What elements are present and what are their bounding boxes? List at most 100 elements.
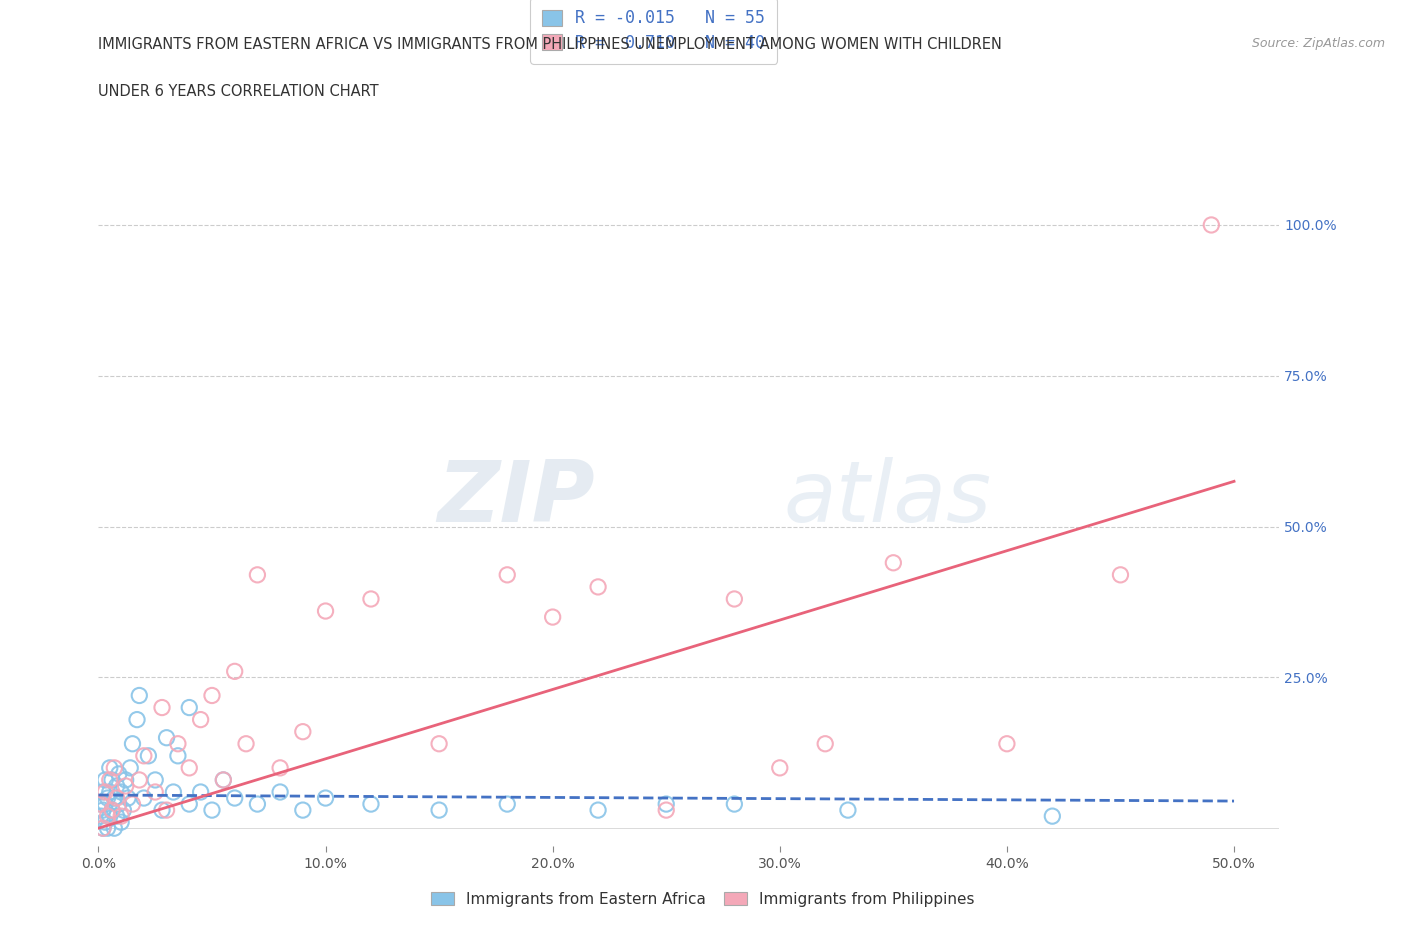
Point — [94, 815, 117, 830]
Point — [360, 591, 382, 606]
Point — [120, 761, 142, 776]
Point — [427, 803, 450, 817]
Point — [1040, 809, 1063, 824]
Point — [586, 803, 609, 817]
Point — [114, 773, 136, 788]
Point — [117, 790, 139, 805]
Point — [94, 773, 117, 788]
Point — [108, 766, 131, 781]
Point — [995, 737, 1018, 751]
Point — [105, 790, 128, 805]
Text: ZIP: ZIP — [437, 457, 595, 539]
Point — [143, 773, 166, 788]
Point — [235, 737, 257, 751]
Point — [90, 797, 112, 812]
Point — [1201, 218, 1223, 232]
Point — [315, 790, 337, 805]
Point — [128, 773, 150, 788]
Point — [110, 809, 132, 824]
Point — [103, 761, 125, 776]
Legend: R = -0.015   N = 55, R =  0.710   N = 40: R = -0.015 N = 55, R = 0.710 N = 40 — [530, 0, 778, 63]
Point — [1109, 567, 1132, 582]
Point — [94, 785, 117, 800]
Text: UNDER 6 YEARS CORRELATION CHART: UNDER 6 YEARS CORRELATION CHART — [98, 84, 380, 99]
Point — [121, 797, 143, 812]
Point — [269, 761, 291, 776]
Point — [201, 803, 224, 817]
Point — [246, 567, 269, 582]
Point — [98, 785, 121, 800]
Point — [201, 688, 224, 703]
Point — [586, 579, 609, 594]
Point — [190, 785, 212, 800]
Point — [128, 688, 150, 703]
Point — [90, 797, 112, 812]
Point — [427, 737, 450, 751]
Point — [132, 790, 155, 805]
Point — [723, 591, 745, 606]
Point — [155, 730, 177, 745]
Point — [315, 604, 337, 618]
Point — [105, 778, 128, 793]
Point — [112, 803, 135, 817]
Point — [167, 749, 190, 764]
Point — [98, 809, 121, 824]
Point — [212, 773, 235, 788]
Point — [769, 761, 792, 776]
Point — [96, 821, 118, 836]
Point — [814, 737, 837, 751]
Point — [655, 797, 678, 812]
Point — [138, 749, 160, 764]
Point — [121, 737, 143, 751]
Point — [655, 803, 678, 817]
Text: Source: ZipAtlas.com: Source: ZipAtlas.com — [1251, 37, 1385, 50]
Point — [105, 809, 128, 824]
Point — [132, 749, 155, 764]
Point — [143, 785, 166, 800]
Point — [101, 773, 124, 788]
Point — [162, 785, 184, 800]
Point — [101, 803, 124, 817]
Point — [882, 555, 904, 570]
Point — [125, 712, 148, 727]
Point — [150, 803, 173, 817]
Point — [496, 567, 519, 582]
Point — [150, 700, 173, 715]
Point — [114, 778, 136, 793]
Point — [291, 724, 314, 739]
Point — [190, 712, 212, 727]
Point — [291, 803, 314, 817]
Point — [496, 797, 519, 812]
Text: atlas: atlas — [783, 457, 991, 539]
Point — [96, 790, 118, 805]
Legend: Immigrants from Eastern Africa, Immigrants from Philippines: Immigrants from Eastern Africa, Immigran… — [425, 886, 981, 913]
Point — [91, 785, 114, 800]
Point — [110, 815, 132, 830]
Point — [110, 785, 132, 800]
Point — [541, 610, 564, 625]
Point — [224, 790, 246, 805]
Point — [723, 797, 745, 812]
Text: IMMIGRANTS FROM EASTERN AFRICA VS IMMIGRANTS FROM PHILIPPINES UNEMPLOYMENT AMONG: IMMIGRANTS FROM EASTERN AFRICA VS IMMIGR… — [98, 37, 1002, 52]
Point — [91, 821, 114, 836]
Point — [179, 797, 201, 812]
Point — [98, 761, 121, 776]
Point — [837, 803, 859, 817]
Point — [91, 821, 114, 836]
Point — [224, 664, 246, 679]
Point — [212, 773, 235, 788]
Point — [90, 809, 112, 824]
Point — [94, 797, 117, 812]
Point — [108, 797, 131, 812]
Point — [98, 773, 121, 788]
Point — [269, 785, 291, 800]
Point — [246, 797, 269, 812]
Point — [101, 803, 124, 817]
Point — [103, 821, 125, 836]
Point — [103, 790, 125, 805]
Point — [167, 737, 190, 751]
Point — [91, 803, 114, 817]
Point — [360, 797, 382, 812]
Point — [155, 803, 177, 817]
Point — [179, 761, 201, 776]
